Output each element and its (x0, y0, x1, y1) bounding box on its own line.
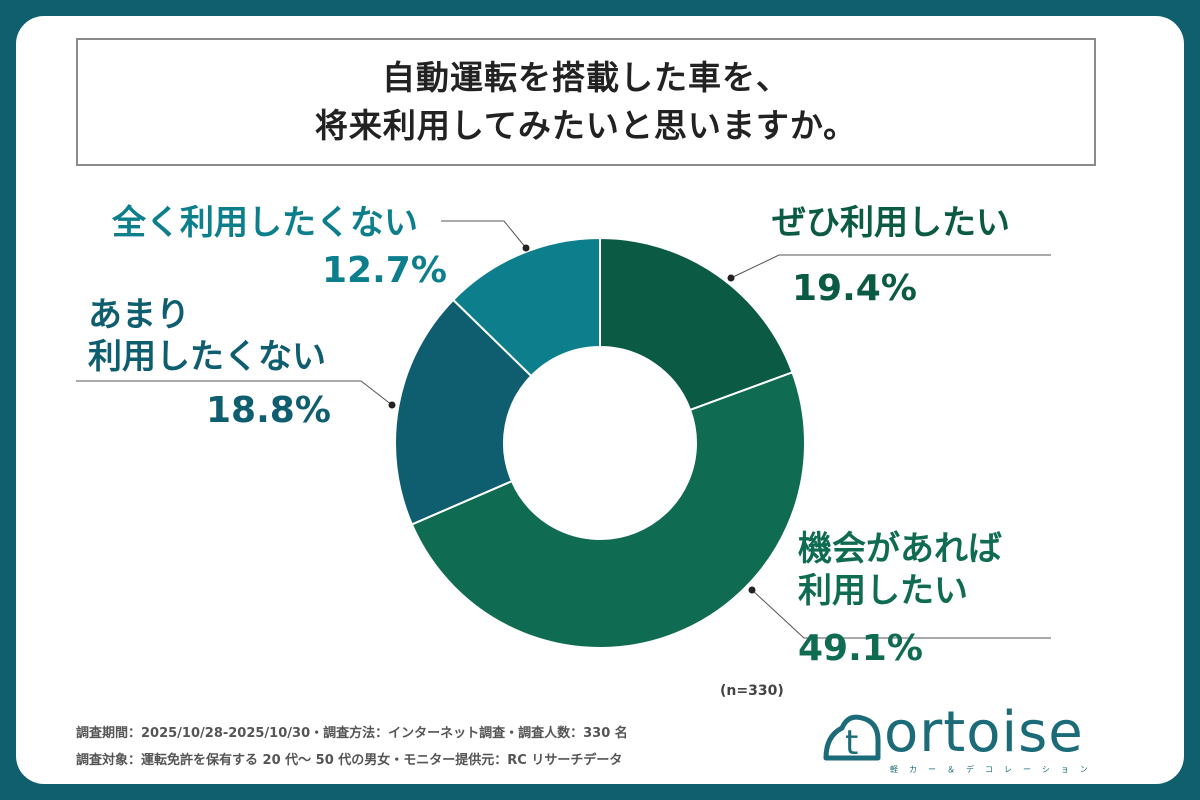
leader-dot-slice-2 (388, 401, 396, 409)
slice-value-2: 18.8% (206, 390, 331, 431)
leader-line-slice-0 (730, 254, 1051, 279)
donut-slice-2 (394, 298, 533, 526)
donut-slice-0 (599, 236, 794, 412)
leader-dot-slice-3 (522, 244, 530, 252)
slice-label-3-line-0: 全く利用したくない (112, 203, 418, 243)
title-line-2: 将来利用してみたいと思いますか。 (314, 106, 858, 145)
leader-dot-slice-0 (727, 274, 735, 282)
donut-chart (76, 220, 1051, 649)
infographic-card: 自動運転を搭載した車を、 将来利用してみたいと思いますか。 ぜひ利用したい 19… (16, 16, 1184, 784)
slice-value-3: 12.7% (322, 250, 447, 291)
title-line-1: 自動運転を搭載した車を、 (382, 58, 790, 97)
leader-line-slice-3 (441, 220, 527, 249)
footer-survey-target: 調査対象：運転免許を保有する 20 代〜 50 代の男女・モニター提供元：RC … (76, 753, 623, 768)
sample-size-note: (n=330) (720, 683, 784, 699)
logo-wordmark: ortoise (884, 700, 1084, 765)
footer-survey-period: 調査期間：2025/10/28-2025/10/30・調査方法：インターネット調… (76, 726, 628, 741)
leader-line-slice-1 (751, 589, 1051, 639)
logo-subtitle: 軽カー＆デコレーション (890, 765, 1099, 774)
slice-value-1: 49.1% (798, 628, 923, 669)
slice-label-1-line-0: 機会があれば (798, 529, 1002, 569)
slice-label-1-line-1: 利用したい (798, 571, 968, 611)
donut-slice-1 (410, 371, 806, 649)
slice-label-2-line-0: あまり (88, 295, 190, 335)
title-box: 自動運転を搭載した車を、 将来利用してみたいと思いますか。 (76, 38, 1096, 166)
slice-label-1: 機会があれば 利用したい (798, 528, 1002, 612)
leader-line-slice-2 (76, 380, 393, 406)
slice-label-2-line-1: 利用したくない (88, 337, 326, 377)
slice-label-3: 全く利用したくない (112, 202, 418, 244)
slice-label-2: あまり 利用したくない (88, 294, 326, 378)
logo-shell-icon: t (823, 714, 881, 763)
tortoise-logo: t ortoise 軽カー＆デコレーション (818, 700, 1138, 778)
slice-value-0: 19.4% (792, 268, 917, 309)
donut-slice-3 (451, 236, 601, 378)
slice-label-0-line-0: ぜひ利用したい (772, 203, 1010, 243)
leader-dot-slice-1 (748, 586, 756, 594)
logo-letter-t: t (845, 723, 858, 763)
slice-label-0: ぜひ利用したい (772, 202, 1010, 244)
